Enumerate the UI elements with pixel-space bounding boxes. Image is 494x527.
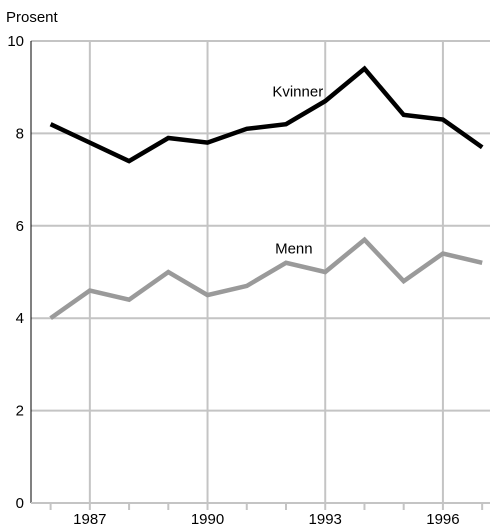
y-tick-label: 0 (16, 495, 24, 512)
grid (31, 41, 490, 503)
series-labels: Kvinner Menn (272, 83, 323, 257)
y-tick-label: 2 (16, 403, 24, 420)
tick-labels: 0 2 4 6 8 10 1987 1990 1993 1996 (7, 33, 459, 527)
series-lines (51, 69, 483, 319)
series-line-kvinner (51, 69, 483, 161)
x-tick-label: 1990 (191, 511, 224, 527)
y-tick-label: 6 (16, 218, 24, 235)
x-tick-label: 1996 (426, 511, 459, 527)
y-tick-label: 4 (16, 310, 24, 327)
series-label-menn: Menn (275, 241, 313, 258)
series-line-menn (51, 240, 483, 319)
x-tick-label: 1987 (73, 511, 106, 527)
x-tick-label: 1993 (309, 511, 342, 527)
y-tick-label: 8 (16, 125, 24, 142)
series-label-kvinner: Kvinner (272, 83, 323, 100)
y-tick-label: 10 (7, 33, 24, 50)
y-axis-title: Prosent (6, 9, 59, 26)
